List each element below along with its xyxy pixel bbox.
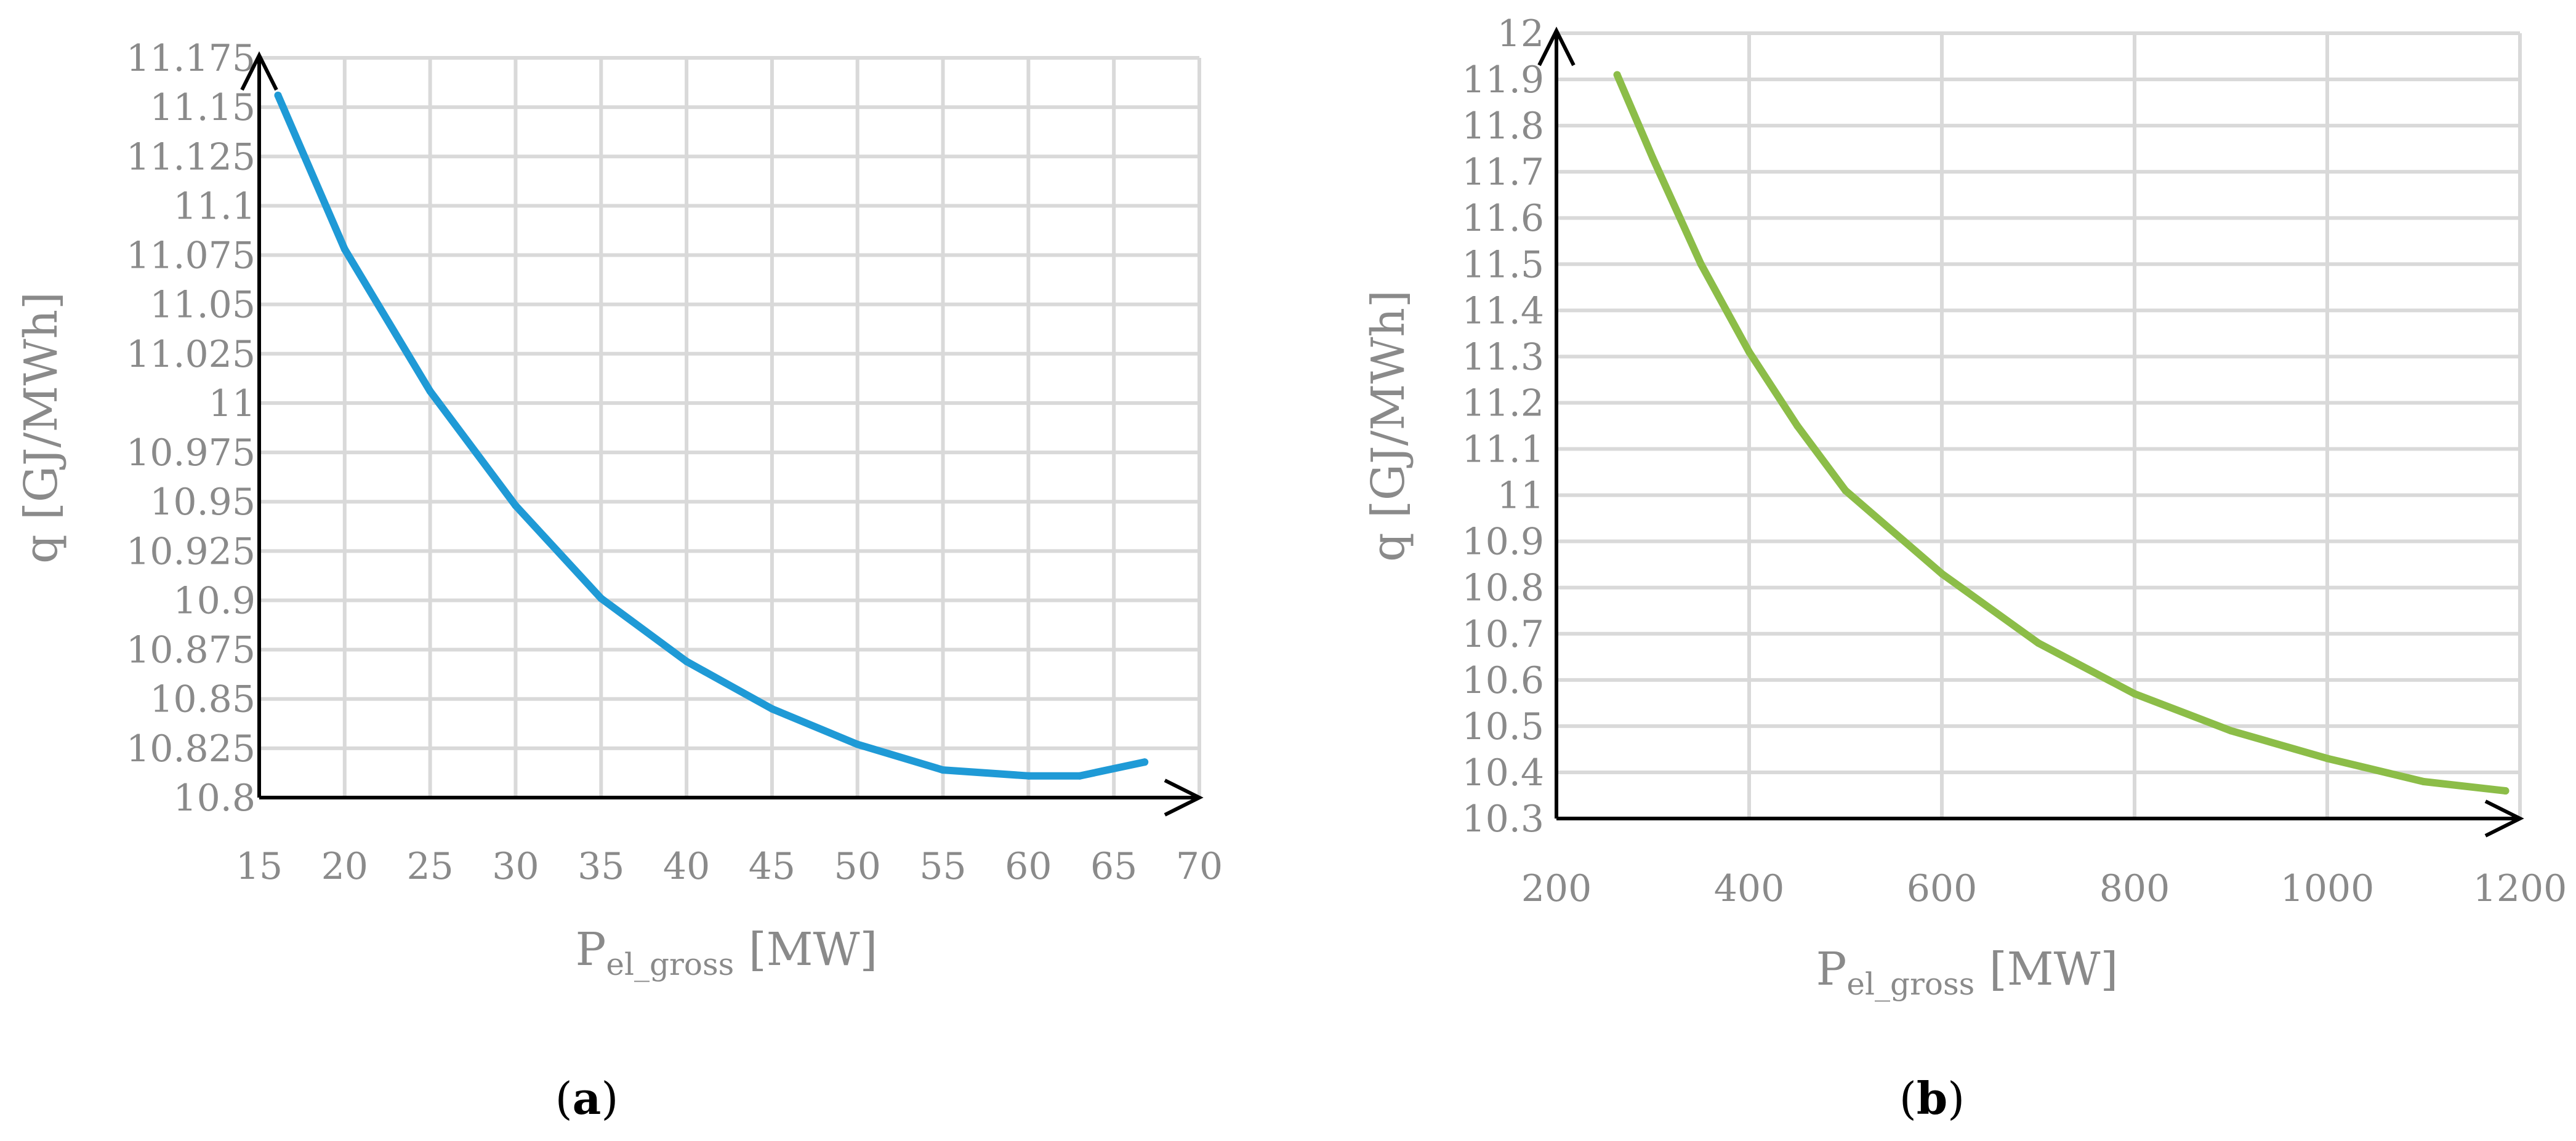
- y-tick-label: 10.9: [173, 579, 256, 622]
- y-tick-label: 11.125: [126, 135, 256, 178]
- y-tick-label: 11: [209, 382, 256, 425]
- x-tick-label: 25: [406, 845, 453, 888]
- y-tick-label: 10.825: [126, 727, 256, 771]
- chart-a: 10.8 10.825 10.85 10.875 10.9 10.925 10.95 10.9…: [15, 37, 1223, 982]
- panel-b-label: (b): [1899, 1072, 1965, 1124]
- y-tick-label: 10.7: [1462, 613, 1544, 656]
- x-axis-arrowhead: [1164, 779, 1204, 817]
- x-tick-label: 35: [578, 845, 624, 888]
- y-tick-label: 10.8: [1462, 567, 1544, 610]
- y-tick-label: 10.6: [1462, 659, 1544, 702]
- x-axis-title: Pel_gross [MW]: [1816, 943, 2119, 1002]
- data-point: [1024, 772, 1032, 780]
- y-tick-label: 11.9: [1462, 58, 1544, 102]
- y-tick-label: 10.3: [1462, 798, 1544, 841]
- data-point: [426, 387, 434, 395]
- x-tick-label: 400: [1714, 867, 1785, 910]
- data-point: [1938, 570, 1946, 578]
- y-tick-label: 10.4: [1462, 751, 1544, 795]
- y-axis-arrowhead: [240, 51, 278, 91]
- y-tick-label: 11.05: [150, 284, 256, 327]
- x-tick-label: 60: [1005, 845, 1052, 888]
- x-tick-label: 45: [749, 845, 795, 888]
- y-tick-label: 11.175: [126, 37, 256, 80]
- y-tick-label: 11.4: [1462, 289, 1544, 332]
- x-tick-label: 15: [236, 845, 283, 888]
- x-tick-label: 20: [321, 845, 368, 888]
- x-tick-label: 1000: [2280, 867, 2375, 910]
- y-tick-label: 10.9: [1462, 521, 1544, 564]
- data-point: [1649, 154, 1657, 162]
- y-tick-label: 11.1: [173, 185, 256, 228]
- data-point: [597, 595, 605, 603]
- x-tick-label: 30: [492, 845, 539, 888]
- data-point: [274, 91, 282, 99]
- x-tick-label: 800: [2099, 867, 2170, 910]
- data-point: [1141, 758, 1149, 766]
- y-tick-label: 11.6: [1462, 197, 1544, 240]
- data-point: [2502, 787, 2510, 795]
- x-tick-label: 50: [834, 845, 881, 888]
- y-axis-title: q [GJ/MWh]: [15, 292, 68, 564]
- data-point: [1697, 260, 1705, 268]
- y-tick-label: 10.5: [1462, 705, 1544, 748]
- data-point: [683, 657, 691, 665]
- x-tick-label: 40: [663, 845, 710, 888]
- y-tick-label: 11.8: [1462, 105, 1544, 148]
- data-point: [853, 740, 861, 748]
- data-point: [1793, 422, 1801, 430]
- x-axis-title: Pel_gross [MW]: [576, 923, 878, 982]
- y-tick-label: 10.8: [173, 777, 256, 820]
- x-tick-label: 600: [1907, 867, 1978, 910]
- data-point: [340, 245, 348, 253]
- y-axis-arrowhead: [1537, 26, 1576, 66]
- x-axis-arrowhead: [2484, 799, 2524, 838]
- x-tick-label: 200: [1521, 867, 1592, 910]
- y-tick-label: 11.075: [126, 234, 256, 278]
- x-tick-label: 70: [1176, 845, 1223, 888]
- x-tick-label: 1200: [2473, 867, 2567, 910]
- y-tick-label: 11.025: [126, 333, 256, 376]
- data-point: [512, 502, 520, 510]
- x-tick-label: 65: [1090, 845, 1137, 888]
- y-tick-label: 10.95: [150, 481, 256, 524]
- y-axis-title: q [GJ/MWh]: [1362, 290, 1415, 562]
- y-tick-label: 11.15: [150, 86, 256, 129]
- y-tick-label: 11.2: [1462, 382, 1544, 425]
- y-tick-label: 11: [1497, 474, 1544, 518]
- y-tick-label: 11.1: [1462, 428, 1544, 471]
- data-point: [1841, 487, 1849, 495]
- y-tick-label: 10.875: [126, 629, 256, 672]
- data-point: [1613, 71, 1621, 79]
- data-point: [1745, 348, 1753, 356]
- data-point: [2420, 777, 2428, 785]
- data-point: [768, 705, 776, 713]
- x-tick-label: 55: [919, 845, 966, 888]
- y-tick-label: 11.7: [1462, 151, 1544, 194]
- y-tick-label: 10.975: [126, 431, 256, 474]
- y-tick-label: 10.85: [150, 678, 256, 721]
- y-tick-label: 11.5: [1462, 243, 1544, 286]
- y-tick-label: 11.3: [1462, 335, 1544, 378]
- series-line: [274, 91, 1149, 780]
- data-point: [2034, 639, 2042, 647]
- panel-a-label: (a): [555, 1072, 619, 1124]
- data-point: [1076, 772, 1084, 780]
- data-point: [2324, 755, 2331, 763]
- data-point: [2131, 690, 2138, 698]
- y-tick-label: 10.925: [126, 530, 256, 573]
- data-point: [939, 766, 947, 774]
- data-point: [2227, 727, 2235, 735]
- chart-b: 10.310.410.510.610.710.810.91111.111.211…: [1362, 12, 2567, 1002]
- y-tick-label: 12: [1497, 12, 1544, 55]
